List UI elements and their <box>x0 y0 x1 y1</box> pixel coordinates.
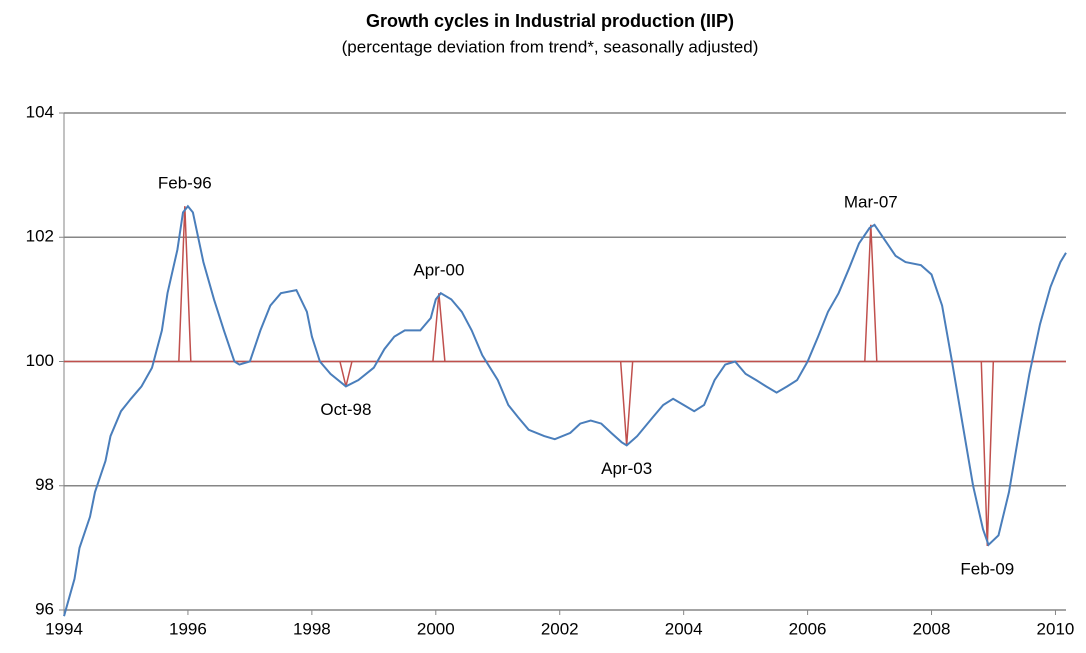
turning-point-spike <box>432 293 446 362</box>
turning-point-spike <box>980 361 995 547</box>
y-tick-label: 104 <box>26 102 54 121</box>
annotation-label: Oct-98 <box>320 400 371 419</box>
data-line <box>63 204 1067 617</box>
annotation-label: Feb-96 <box>158 174 212 193</box>
annotation-label: Feb-09 <box>960 559 1014 578</box>
turning-point-spike <box>619 361 634 446</box>
x-tick-label: 2000 <box>417 619 455 638</box>
x-tick-label: 2006 <box>789 619 827 638</box>
x-tick-label: 2004 <box>665 619 703 638</box>
annotation-label: Apr-03 <box>601 459 652 478</box>
x-tick-label: 1996 <box>169 619 207 638</box>
annotation-label: Apr-00 <box>413 261 464 280</box>
y-tick-label: 98 <box>35 475 54 494</box>
chart-subtitle: (percentage deviation from trend*, seaso… <box>342 37 759 56</box>
y-tick-label: 96 <box>35 599 54 618</box>
chart-title: Growth cycles in Industrial production (… <box>366 11 734 31</box>
turning-point-spike <box>178 206 192 362</box>
x-tick-label: 2008 <box>913 619 951 638</box>
y-tick-label: 100 <box>26 351 54 370</box>
x-tick-label: 2002 <box>541 619 579 638</box>
y-tick-label: 102 <box>26 227 54 246</box>
annotation-label: Mar-07 <box>844 192 898 211</box>
turning-point-spike <box>864 224 878 362</box>
x-tick-label: 2010 <box>1037 619 1075 638</box>
x-tick-label: 1994 <box>45 619 83 638</box>
x-tick-label: 1998 <box>293 619 331 638</box>
